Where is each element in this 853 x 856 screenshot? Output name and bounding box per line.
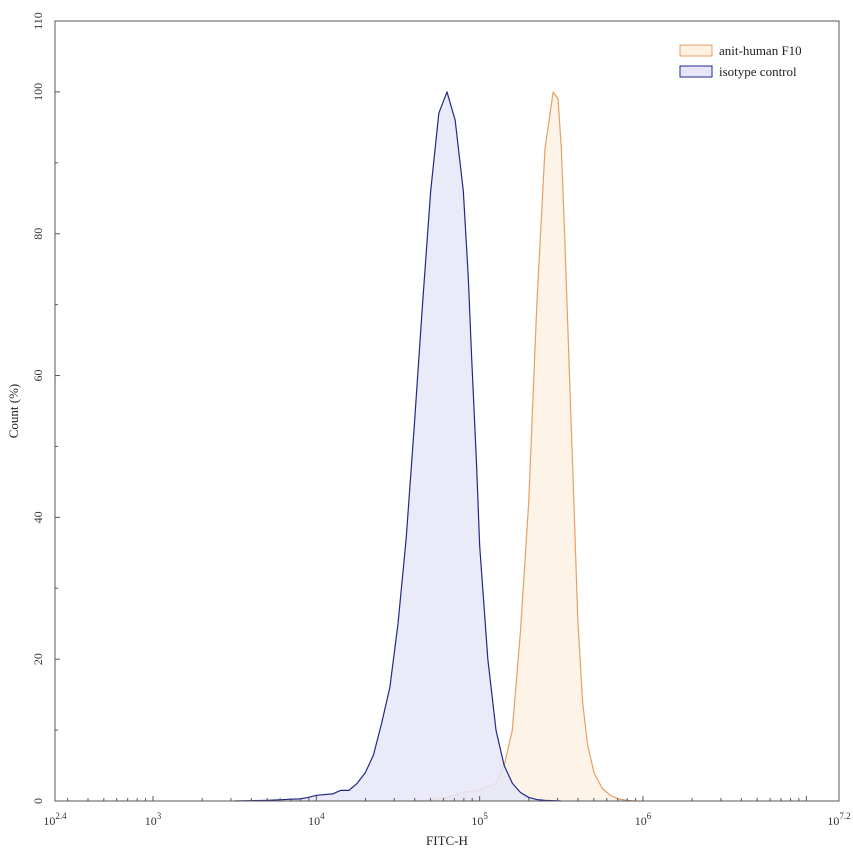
x-tick-label: 107.2: [827, 811, 850, 828]
y-tick-label: 20: [31, 653, 45, 665]
y-axis-ticks: 0 20 40 60 80 100 110: [31, 12, 60, 804]
x-tick-label: 104: [308, 811, 325, 828]
legend-label: anit-human F10: [719, 43, 802, 58]
x-tick-label: 102.4: [43, 811, 67, 828]
legend: anit-human F10 isotype control: [679, 43, 802, 79]
y-tick-label: 40: [31, 511, 45, 523]
y-tick-label: 0: [31, 798, 45, 804]
y-tick-label: 60: [31, 370, 45, 382]
x-tick-label: 105: [471, 811, 488, 828]
series-1-line: [234, 91, 562, 802]
series-0-fill: [414, 91, 635, 801]
series-layer: [234, 91, 635, 802]
y-tick-label: 100: [31, 83, 45, 101]
plot-frame: [54, 20, 840, 802]
legend-label: isotype control: [719, 64, 797, 79]
series-1-fill: [234, 91, 562, 801]
legend-swatch: [679, 44, 713, 57]
legend-swatch: [679, 65, 713, 78]
x-axis-ticks: 102.4 103 104 105 106 107.2: [43, 796, 851, 828]
y-axis-title: Count (%): [6, 384, 21, 439]
y-tick-label: 80: [31, 228, 45, 240]
x-axis-title: FITC-H: [426, 833, 468, 848]
x-tick-label: 106: [635, 811, 652, 828]
x-tick-label: 103: [145, 811, 162, 828]
y-tick-label: 110: [31, 12, 45, 30]
